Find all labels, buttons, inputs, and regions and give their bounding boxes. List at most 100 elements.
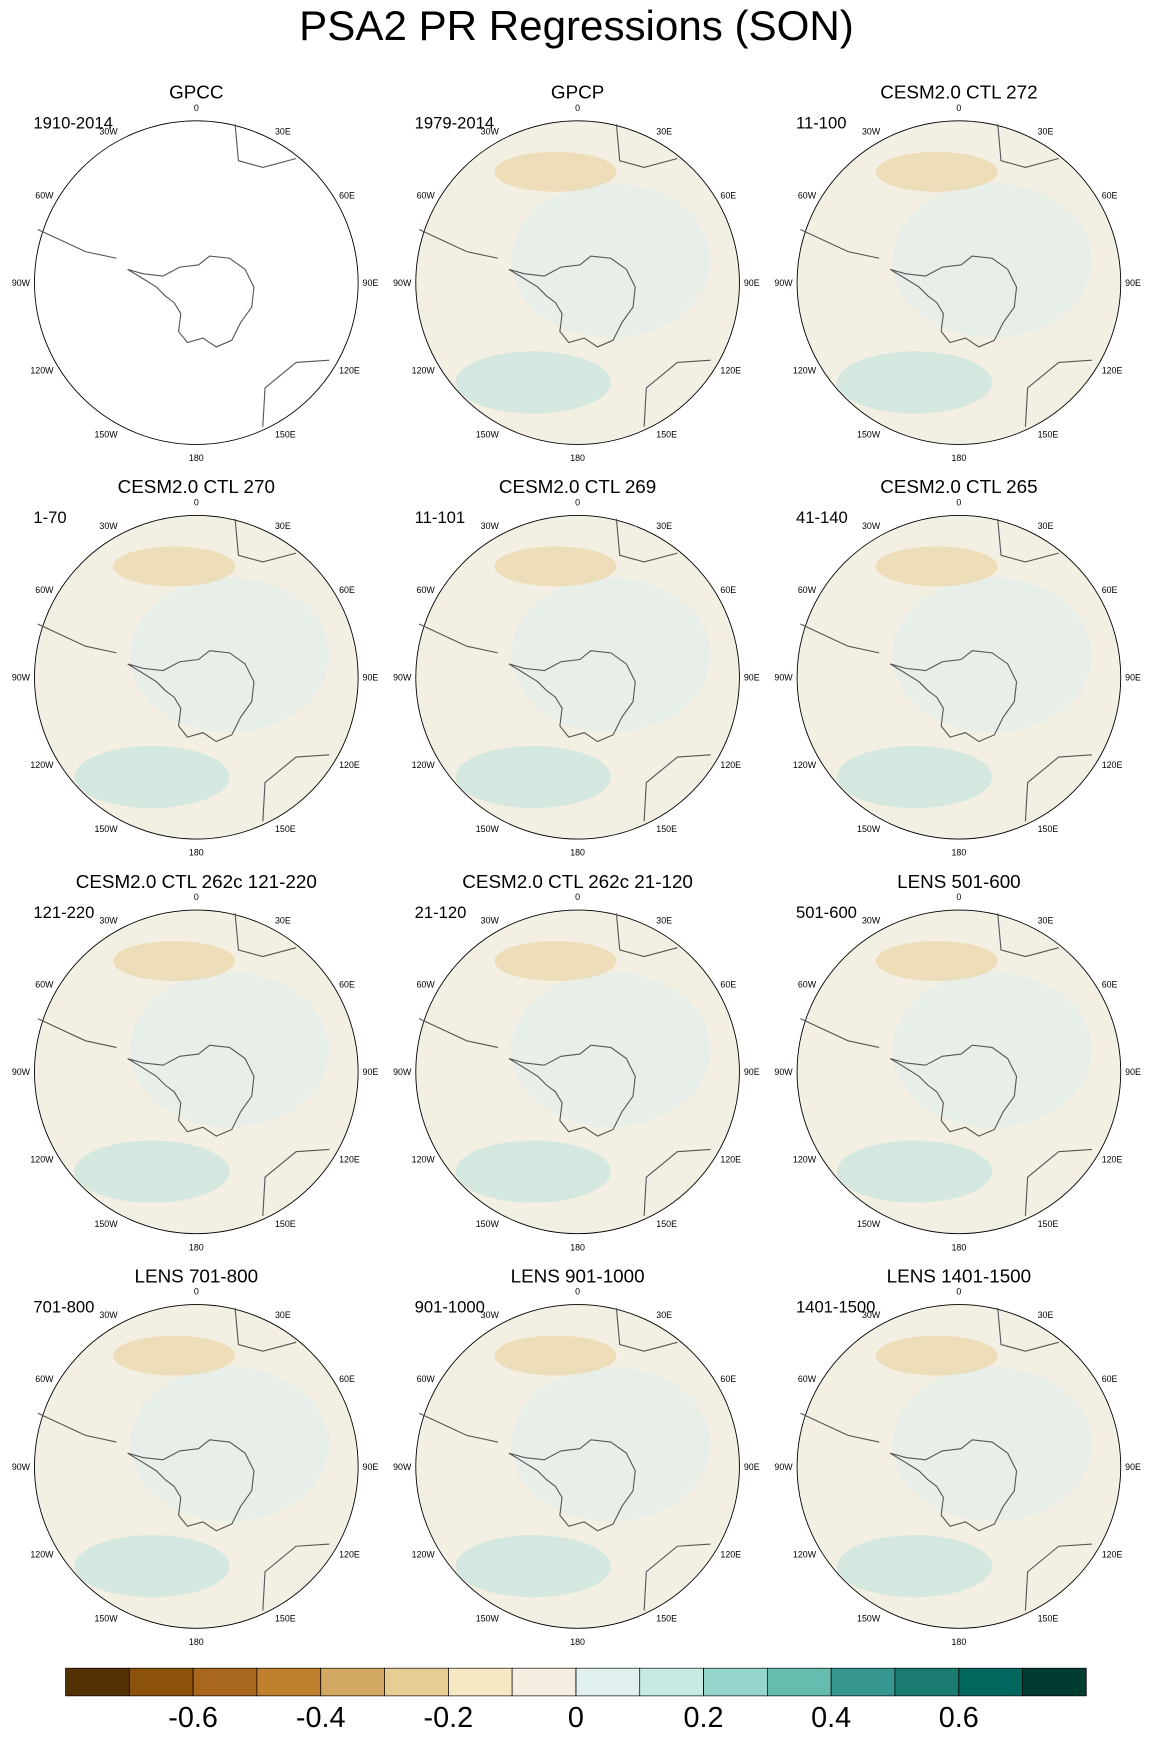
colorbar-box <box>767 1667 832 1697</box>
longitude-label: 180 <box>570 1637 585 1647</box>
longitude-label: 60W <box>417 190 436 200</box>
longitude-label: 90W <box>774 278 793 288</box>
longitude-label: 90W <box>393 1462 412 1472</box>
map-panel: CESM2.0 CTL 269 11-101 0 30E 60E 90E 120E 150E 1… <box>393 476 760 857</box>
longitude-label: 60E <box>720 980 736 990</box>
longitude-label: 150E <box>656 430 677 440</box>
map-shade <box>892 182 1092 339</box>
longitude-label: 120W <box>412 1155 436 1165</box>
longitude-label: 60W <box>35 585 54 595</box>
coastline <box>127 255 255 348</box>
longitude-label: 150E <box>1038 824 1059 834</box>
coastline <box>37 623 117 654</box>
longitude-label: 120E <box>1102 1155 1123 1165</box>
colorbar-box <box>384 1667 449 1697</box>
longitude-label: 90W <box>12 278 31 288</box>
longitude-label: 90W <box>12 1462 31 1472</box>
longitude-label: 120E <box>720 760 741 770</box>
map-panel: LENS 1401-1500 1401-1500 0 30E 60E 90E 120E 150… <box>774 1265 1141 1646</box>
map-shade <box>455 351 611 414</box>
map-shade <box>875 1335 998 1376</box>
panel-period: 701-800 <box>33 1297 94 1316</box>
longitude-label: 30W <box>99 915 118 925</box>
longitude-label: 30W <box>481 915 500 925</box>
longitude-label: 30W <box>99 126 118 136</box>
longitude-label: 60W <box>798 585 817 595</box>
map-shade <box>836 351 993 414</box>
longitude-label: 30E <box>1038 126 1054 136</box>
longitude-label: 90W <box>774 673 793 683</box>
longitude-label: 60E <box>1102 585 1118 595</box>
map-disc <box>34 120 359 445</box>
coastline <box>997 518 1059 563</box>
map-panel: CESM2.0 CTL 265 41-140 0 30E 60E 90E 120E 150E 1… <box>774 476 1141 857</box>
coastline <box>262 359 330 427</box>
longitude-label: 30E <box>275 521 291 531</box>
longitude-label: 0 <box>575 892 580 902</box>
coastline <box>1024 359 1092 427</box>
map-panel: CESM2.0 CTL 272 11-100 0 30E 60E 90E 120E 150E 1… <box>774 82 1141 463</box>
coastline <box>615 1307 678 1352</box>
colorbar-label: 0 <box>568 1702 584 1734</box>
longitude-label: 150W <box>94 1219 118 1229</box>
longitude-label: 60E <box>339 190 355 200</box>
coastline <box>997 913 1059 958</box>
panel-title: LENS 701-800 <box>135 1265 259 1286</box>
longitude-label: 180 <box>570 453 585 463</box>
panel-period: 1401-1500 <box>796 1297 875 1316</box>
coastline <box>262 1148 330 1216</box>
map-shade <box>494 151 617 192</box>
map-panel: GPCP 1979-2014 0 30E 60E 90E 120E 150E 180 150W 12… <box>393 82 760 463</box>
coastline <box>800 623 880 654</box>
longitude-label: 30E <box>656 126 672 136</box>
longitude-label: 90E <box>1125 673 1141 683</box>
coastline <box>508 255 636 348</box>
longitude-label: 60W <box>35 190 54 200</box>
longitude-label: 150E <box>656 824 677 834</box>
longitude-label: 90E <box>1125 1067 1141 1077</box>
coastline <box>37 228 117 259</box>
map-shade <box>113 546 236 587</box>
longitude-label: 150E <box>275 1219 296 1229</box>
longitude-label: 30W <box>862 1310 881 1320</box>
map-shade <box>455 1140 611 1203</box>
map-shade <box>892 972 1092 1128</box>
coastline <box>234 913 297 958</box>
colorbar-box <box>575 1667 641 1697</box>
colorbar-box <box>128 1667 194 1697</box>
colorbar-label: 0.6 <box>939 1702 979 1734</box>
coastline <box>997 124 1059 168</box>
map-panel: CESM2.0 CTL 262c 121-220 121-220 0 30E 60E 90… <box>12 871 379 1252</box>
colorbar-label: -0.4 <box>296 1702 346 1734</box>
longitude-label: 90E <box>363 1067 379 1077</box>
longitude-label: 150E <box>656 1219 677 1229</box>
longitude-label: 30W <box>99 1310 118 1320</box>
longitude-label: 150W <box>476 824 500 834</box>
coastline <box>800 1412 880 1443</box>
coastline <box>127 650 255 743</box>
longitude-label: 60W <box>798 980 817 990</box>
longitude-label: 120W <box>30 1549 54 1559</box>
longitude-label: 120E <box>720 1549 741 1559</box>
colorbar-box <box>703 1667 768 1697</box>
longitude-label: 180 <box>570 848 585 858</box>
longitude-label: 30E <box>1038 521 1054 531</box>
coastline <box>418 1412 498 1443</box>
longitude-label: 120W <box>793 1155 817 1165</box>
colorbar-box <box>894 1667 960 1697</box>
map-shade <box>836 745 993 809</box>
longitude-label: 90W <box>12 673 31 683</box>
coastline <box>800 228 880 259</box>
map-shade <box>494 546 617 587</box>
coastline <box>615 124 678 168</box>
longitude-label: 60W <box>417 1374 436 1384</box>
longitude-label: 150W <box>476 430 500 440</box>
map-shade <box>875 151 998 192</box>
longitude-label: 60E <box>720 190 736 200</box>
longitude-label: 120E <box>1102 1549 1123 1559</box>
panel-title: CESM2.0 CTL 270 <box>118 476 275 497</box>
longitude-label: 120W <box>412 1549 436 1559</box>
coastline <box>262 1543 330 1611</box>
colorbar-box <box>1022 1667 1087 1697</box>
longitude-label: 60W <box>417 980 436 990</box>
